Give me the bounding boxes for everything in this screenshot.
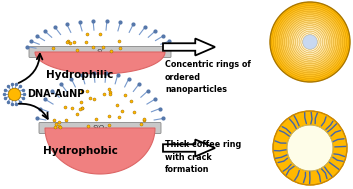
Polygon shape [45,128,155,174]
Circle shape [295,27,324,57]
Circle shape [303,35,317,49]
Circle shape [308,40,312,44]
Circle shape [283,15,337,69]
Circle shape [297,29,323,55]
Circle shape [294,26,327,58]
Circle shape [290,22,330,62]
Circle shape [303,35,317,49]
Circle shape [299,31,321,53]
Circle shape [277,9,343,75]
Circle shape [279,11,341,73]
Circle shape [287,125,333,171]
Text: Concentric rings of
ordered
nanoparticles: Concentric rings of ordered nanoparticle… [165,60,251,94]
Circle shape [305,36,316,47]
FancyBboxPatch shape [39,122,161,133]
Circle shape [306,38,313,46]
Circle shape [275,7,345,77]
Text: DNA-AuNP: DNA-AuNP [27,89,84,99]
Circle shape [285,17,335,67]
Circle shape [292,24,328,60]
Circle shape [272,4,348,80]
Text: Si: Si [97,49,103,55]
Text: SiO₂: SiO₂ [92,125,107,131]
Circle shape [281,13,339,71]
Polygon shape [163,39,215,56]
Circle shape [301,33,319,51]
FancyBboxPatch shape [29,46,171,57]
Text: Hydrophobic: Hydrophobic [43,146,118,156]
Circle shape [274,6,346,78]
Polygon shape [35,52,165,74]
Text: Thick coffee ring
with crack
formation: Thick coffee ring with crack formation [165,140,241,174]
Text: Hydrophilic: Hydrophilic [46,70,114,80]
Circle shape [288,20,332,64]
Circle shape [286,18,334,66]
Polygon shape [163,139,215,156]
Circle shape [270,2,350,82]
